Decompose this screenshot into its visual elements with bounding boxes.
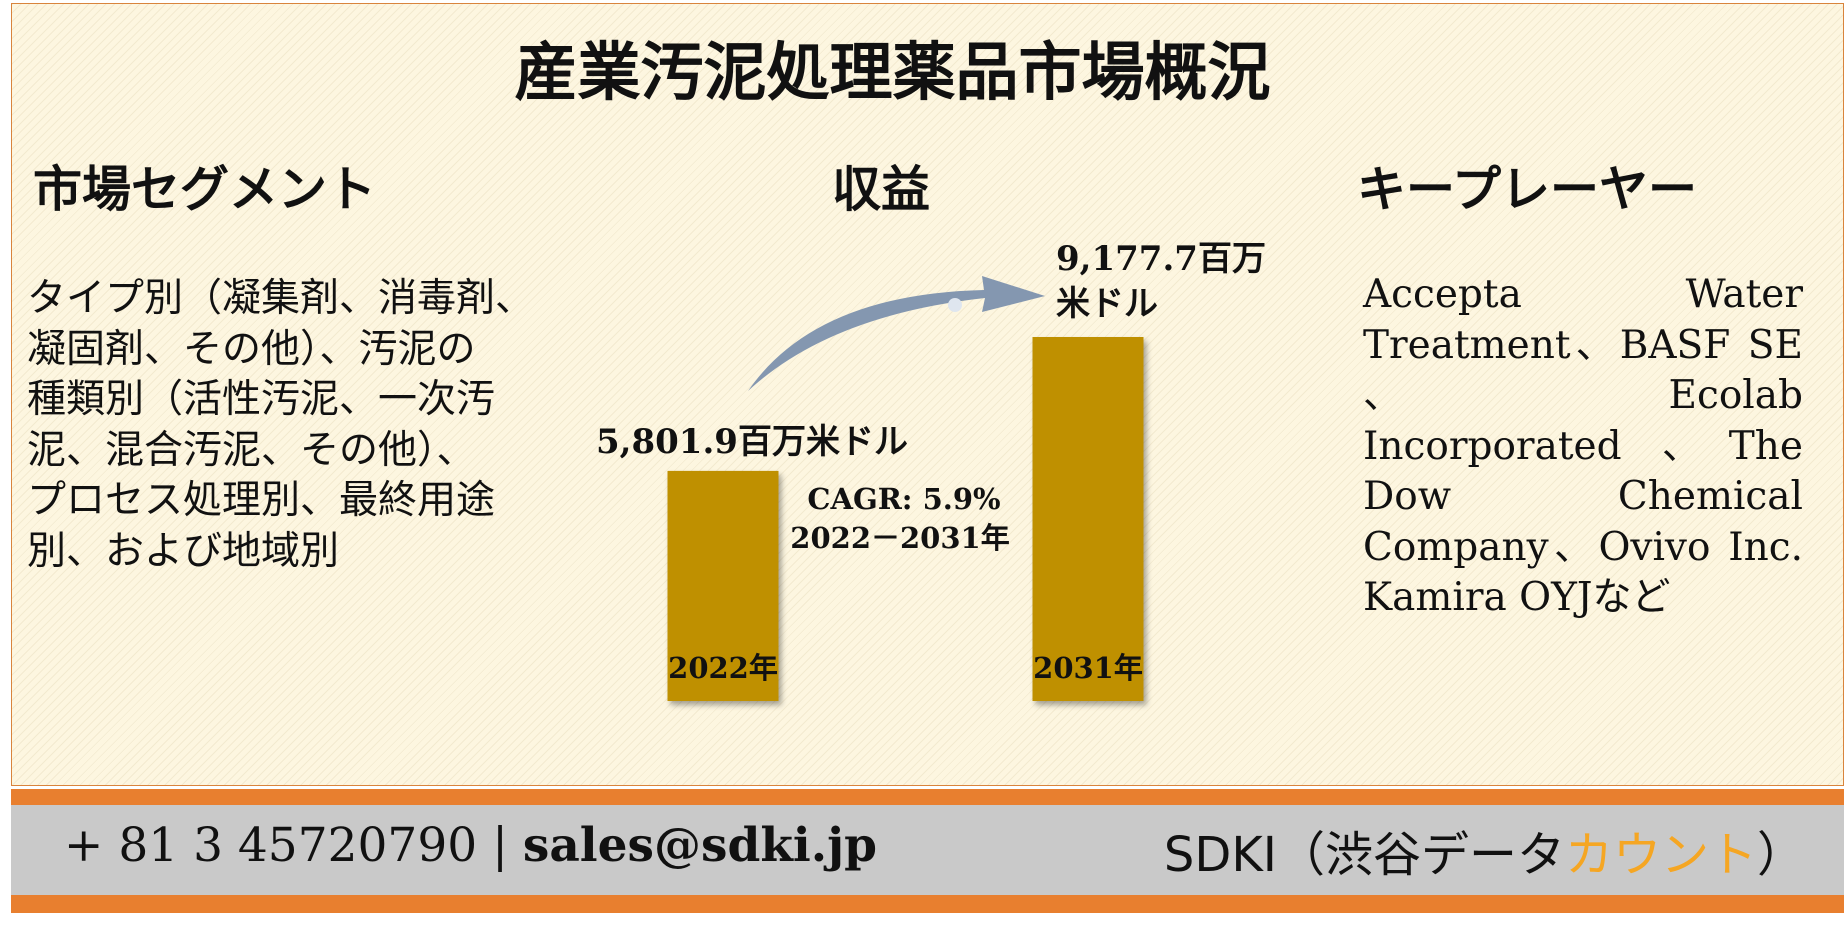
- page-title: 産業汚泥処理薬品市場概況: [514, 35, 1271, 109]
- revenue-chart: 2022年 2031年 5,801.9百万米ドル 9,177.7百万米ドル CAGR…: [596, 239, 1266, 701]
- bar-0: [667, 470, 779, 701]
- infographic-panel: [11, 3, 1844, 786]
- brand-main: SDKI（渋谷データ: [1163, 827, 1565, 883]
- key-players-list: Accepta Water Treatment、BASF SE 、Ecolab …: [1363, 272, 1803, 620]
- bar-1: [1032, 337, 1144, 701]
- segments-description: タイプ別（凝集剤、消毒剤、 凝固剤、その他）、汚泥の 種類別（活性汚泥、一次汚 …: [27, 276, 535, 574]
- segments-heading: 市場セグメント: [33, 160, 377, 218]
- bar-value-label-0: 5,801.9百万米ドル: [596, 422, 908, 462]
- players-heading: キープレーヤー: [1357, 160, 1698, 218]
- bar-category-label-0: 2022年: [668, 651, 778, 685]
- growth-arrow-dot: [948, 298, 962, 312]
- cagr-rate-label: CAGR: 5.9%: [807, 482, 1000, 516]
- growth-arrow: [748, 276, 1045, 391]
- bar-value-label-1: 9,177.7百万米ドル: [1056, 239, 1266, 324]
- brand-name: SDKI（渋谷データカウント）: [1164, 815, 1805, 885]
- revenue-heading: 収益: [832, 160, 931, 218]
- bar-category-label-1: 2031年: [1033, 651, 1143, 685]
- contact-separator: |: [492, 818, 508, 873]
- email-link[interactable]: sales@sdki.jp: [522, 818, 877, 873]
- brand-end: ）: [1756, 827, 1805, 883]
- phone-number: + 81 3 45720790: [64, 818, 478, 873]
- cagr-period-label: 2022－2031年: [790, 521, 1009, 555]
- contact-info: + 81 3 45720790 | sales@sdki.jp: [64, 818, 877, 873]
- footer-bar: [11, 805, 1844, 895]
- brand-accent: カウント: [1564, 827, 1757, 883]
